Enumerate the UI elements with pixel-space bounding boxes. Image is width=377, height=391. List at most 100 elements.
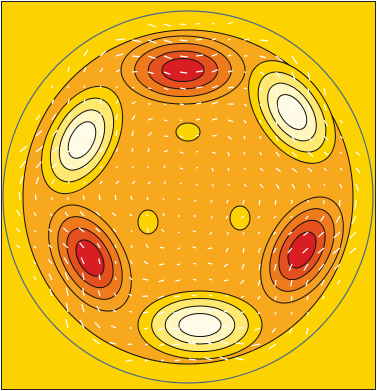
vector-arrow	[159, 246, 165, 249]
vector-arrow	[115, 113, 119, 121]
vector-arrow	[240, 279, 245, 285]
vector-arrow	[179, 23, 186, 26]
vector-arrow	[211, 22, 215, 25]
vector-arrow	[240, 311, 245, 314]
vector-arrow	[302, 231, 309, 237]
vector-arrow	[83, 98, 86, 105]
vector-arrow	[210, 199, 213, 203]
vector-arrow	[179, 119, 183, 122]
vector-arrow	[291, 119, 295, 128]
vector-arrow	[275, 87, 280, 95]
vector-arrow	[80, 257, 85, 265]
vector-arrow	[16, 209, 21, 217]
vector-arrow	[172, 327, 181, 330]
vector-arrow	[303, 263, 309, 271]
vector-arrow	[95, 211, 101, 217]
vector-arrow	[114, 194, 117, 201]
vector-arrow	[162, 212, 165, 217]
vector-arrow	[96, 305, 101, 313]
vector-arrow	[195, 166, 199, 169]
vector-arrow	[195, 70, 204, 73]
vector-arrow	[251, 343, 261, 347]
vector-arrow	[203, 340, 213, 345]
vector-arrow	[33, 229, 37, 233]
small-contour	[175, 122, 201, 142]
vector-arrow	[92, 338, 101, 345]
vector-arrow	[258, 263, 261, 271]
vector-arrow	[323, 167, 328, 172]
vector-arrow	[177, 198, 181, 201]
vector-arrow	[115, 180, 120, 185]
vector-arrow	[163, 39, 173, 44]
vector-arrow	[219, 340, 229, 345]
vector-arrow	[339, 119, 343, 124]
vector-arrow	[208, 294, 213, 297]
vector-arrow	[83, 113, 87, 121]
contour-band	[67, 121, 97, 159]
vector-arrow	[211, 38, 216, 41]
vector-arrow	[147, 87, 152, 90]
lobe	[248, 60, 336, 164]
vector-arrow	[114, 277, 117, 281]
vector-arrow	[318, 263, 325, 271]
vector-arrow	[322, 295, 325, 300]
vector-arrow	[323, 119, 329, 127]
vector-arrow	[130, 260, 133, 265]
vector-arrow	[173, 343, 181, 346]
vector-arrow	[147, 23, 156, 28]
vector-arrow	[83, 85, 86, 89]
vector-arrow	[221, 325, 229, 329]
vector-arrow	[259, 103, 262, 107]
vector-arrow	[188, 326, 197, 329]
vector-arrow	[210, 215, 213, 219]
vector-arrow	[112, 308, 117, 313]
vector-arrow	[34, 194, 37, 201]
vector-arrow	[131, 180, 136, 185]
vector-arrow	[320, 215, 325, 222]
vector-arrow	[193, 278, 197, 281]
vector-arrow	[145, 243, 149, 249]
vector-arrow	[256, 215, 261, 219]
lobe	[120, 35, 246, 105]
vector-arrow	[99, 147, 104, 153]
vector-arrow	[67, 98, 70, 105]
vector-arrow	[65, 303, 69, 313]
vector-arrow	[99, 85, 102, 89]
vector-arrow	[272, 247, 277, 254]
vector-arrow	[195, 54, 204, 57]
vector-arrow	[339, 151, 343, 154]
vector-arrow	[290, 199, 293, 205]
vector-arrow	[243, 151, 246, 155]
vector-arrow	[179, 167, 184, 170]
vector-arrow	[355, 167, 361, 174]
vector-arrow	[223, 310, 229, 313]
vector-arrow	[323, 103, 327, 112]
vector-arrow	[193, 199, 197, 202]
vector-arrow	[67, 129, 74, 137]
vector-arrow	[307, 119, 312, 128]
vector-arrow	[179, 39, 188, 42]
vector-arrow	[258, 199, 261, 205]
lobe	[48, 204, 132, 312]
vector-arrow	[146, 196, 149, 201]
vector-arrow	[147, 131, 153, 137]
vector-arrow	[111, 212, 117, 217]
vector-arrow	[175, 279, 181, 282]
vector-arrow	[288, 327, 293, 334]
vector-arrow	[349, 247, 357, 254]
vector-arrow	[273, 215, 277, 219]
vector-arrow	[291, 183, 296, 190]
vector-arrow	[99, 180, 103, 185]
vector-arrow	[163, 149, 169, 153]
vector-arrow	[305, 215, 309, 220]
vector-arrow	[67, 66, 70, 73]
vector-arrow	[323, 135, 329, 141]
vector-arrow	[115, 53, 124, 57]
vector-arrow	[240, 295, 245, 299]
vector-arrow	[83, 147, 89, 153]
vector-arrow	[110, 325, 117, 329]
vector-arrow	[176, 263, 181, 266]
vector-arrow	[243, 87, 248, 90]
vector-arrow	[243, 135, 246, 140]
vector-arrow	[257, 311, 261, 315]
